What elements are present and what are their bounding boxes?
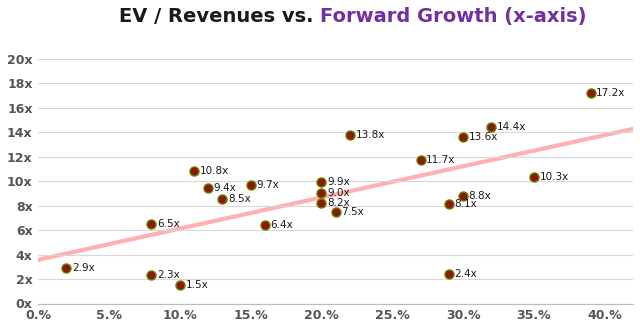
Text: 13.8x: 13.8x (355, 130, 385, 139)
Text: 7.5x: 7.5x (341, 207, 364, 217)
Text: 8.1x: 8.1x (454, 199, 477, 209)
Text: 9.9x: 9.9x (327, 177, 350, 187)
Text: Forward Growth (x-axis): Forward Growth (x-axis) (320, 7, 586, 26)
Text: 2.3x: 2.3x (157, 270, 180, 280)
Text: 10.3x: 10.3x (540, 172, 569, 182)
Text: 9.4x: 9.4x (214, 184, 237, 193)
Text: 2.4x: 2.4x (454, 269, 477, 279)
Text: 17.2x: 17.2x (596, 88, 626, 98)
Text: 11.7x: 11.7x (426, 155, 456, 165)
Text: 9.0x: 9.0x (327, 188, 349, 198)
Text: 8.2x: 8.2x (327, 198, 350, 208)
Text: 6.4x: 6.4x (271, 220, 293, 230)
Text: 8.5x: 8.5x (228, 194, 251, 204)
Text: 8.8x: 8.8x (468, 191, 492, 201)
Text: EV / Revenues vs.: EV / Revenues vs. (119, 7, 320, 26)
Text: 6.5x: 6.5x (157, 219, 180, 229)
Text: 13.6x: 13.6x (468, 132, 498, 142)
Text: 14.4x: 14.4x (497, 122, 527, 132)
Text: 2.9x: 2.9x (72, 263, 95, 273)
Text: 9.7x: 9.7x (256, 180, 279, 190)
Text: 10.8x: 10.8x (200, 166, 229, 176)
Text: 1.5x: 1.5x (186, 280, 208, 290)
